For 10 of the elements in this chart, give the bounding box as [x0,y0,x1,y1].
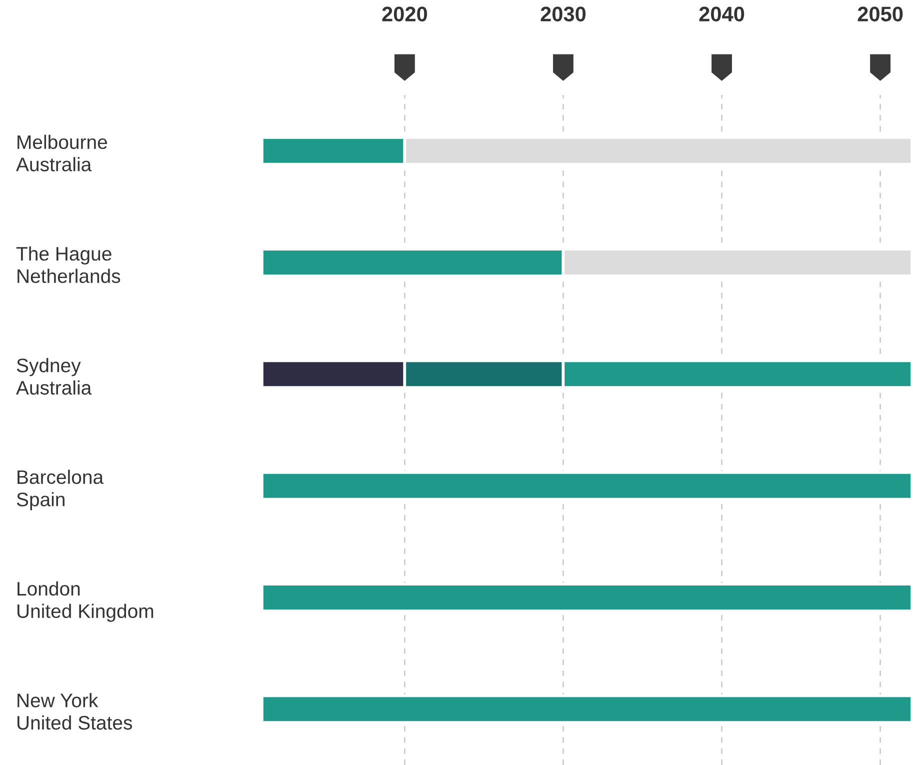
y-tick-label: London United Kingdom [18,581,154,622]
x-tick-label: 2030 [540,6,586,22]
y-tick-label: New York United States [18,693,132,730]
y-tick-label: Barcelona Spain [16,470,104,510]
x-tick-label: 2020 [382,6,428,22]
x-tick-label: 2040 [699,6,744,22]
y-tick-label: The Hague Netherlands [16,246,120,284]
y-tick-label: Sydney Australia [16,358,92,395]
y-tick-label: Melbourne Australia [16,134,108,172]
x-tick-label: 2050 [858,6,903,22]
